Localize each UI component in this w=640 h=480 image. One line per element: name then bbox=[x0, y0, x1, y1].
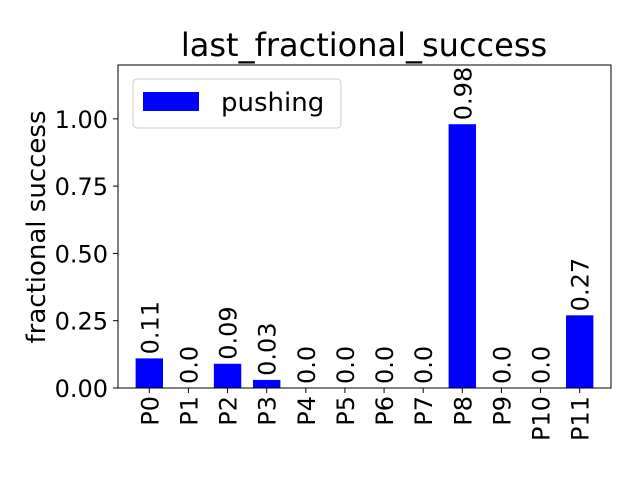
legend-label: pushing bbox=[221, 88, 324, 118]
x-tick-label: P5 bbox=[332, 396, 360, 426]
x-tick-label: P11 bbox=[567, 396, 595, 441]
bar-value-label: 0.27 bbox=[567, 258, 595, 311]
bar-value-label: 0.11 bbox=[136, 301, 164, 354]
bar-value-label: 0.0 bbox=[410, 346, 438, 384]
bar-value-label: 0.0 bbox=[488, 346, 516, 384]
x-tick-label: P2 bbox=[215, 396, 243, 426]
y-tick-label: 0.75 bbox=[55, 173, 108, 201]
y-tick-label: 1.00 bbox=[55, 106, 108, 134]
bars-group bbox=[135, 124, 594, 388]
x-tick-label: P3 bbox=[254, 396, 282, 426]
plot-frame bbox=[117, 64, 612, 389]
x-tick-label: P7 bbox=[410, 396, 438, 426]
x-tick-label: P0 bbox=[136, 396, 164, 426]
y-axis: 0.00 0.25 0.50 0.75 1.00 bbox=[55, 106, 118, 403]
x-tick-label: P10 bbox=[528, 396, 556, 441]
bar-labels-group: 0.11 0.0 0.09 0.03 0.0 0.0 0.0 0.0 0.98 0.0 0.0 0.2… bbox=[136, 67, 594, 384]
bar-P2 bbox=[213, 363, 242, 388]
chart-title: last_fractional_success bbox=[181, 26, 547, 64]
bar-P3 bbox=[252, 379, 281, 388]
bar-value-label: 0.09 bbox=[215, 306, 243, 359]
bar-value-label: 0.0 bbox=[371, 346, 399, 384]
y-axis-label: fractional success bbox=[22, 111, 52, 344]
bar-value-label: 0.0 bbox=[332, 346, 360, 384]
y-tick-label: 0.00 bbox=[55, 375, 108, 403]
bar-value-label: 0.0 bbox=[293, 346, 321, 384]
legend-box bbox=[132, 78, 342, 129]
x-tick-label: P9 bbox=[488, 396, 516, 426]
bar-P8 bbox=[448, 124, 477, 388]
bar-value-label: 0.0 bbox=[528, 346, 556, 384]
x-tick-label: P8 bbox=[449, 396, 477, 426]
bar-value-label: 0.98 bbox=[449, 67, 477, 120]
bar-value-label: 0.03 bbox=[254, 322, 282, 375]
y-tick-label: 0.50 bbox=[55, 240, 108, 268]
bar-P11 bbox=[566, 315, 594, 388]
legend: pushing bbox=[132, 78, 342, 129]
x-axis: P0 P1 P2 P3 P4 P5 P6 P7 P8 P9 P10 P11 bbox=[136, 388, 595, 441]
x-tick-label: P4 bbox=[293, 396, 321, 426]
bar-value-label: 0.0 bbox=[175, 346, 203, 384]
x-tick-label: P6 bbox=[371, 396, 399, 426]
bar-P0 bbox=[135, 358, 163, 388]
legend-swatch bbox=[143, 92, 199, 111]
y-tick-label: 0.25 bbox=[55, 308, 108, 336]
x-tick-label: P1 bbox=[175, 396, 203, 426]
